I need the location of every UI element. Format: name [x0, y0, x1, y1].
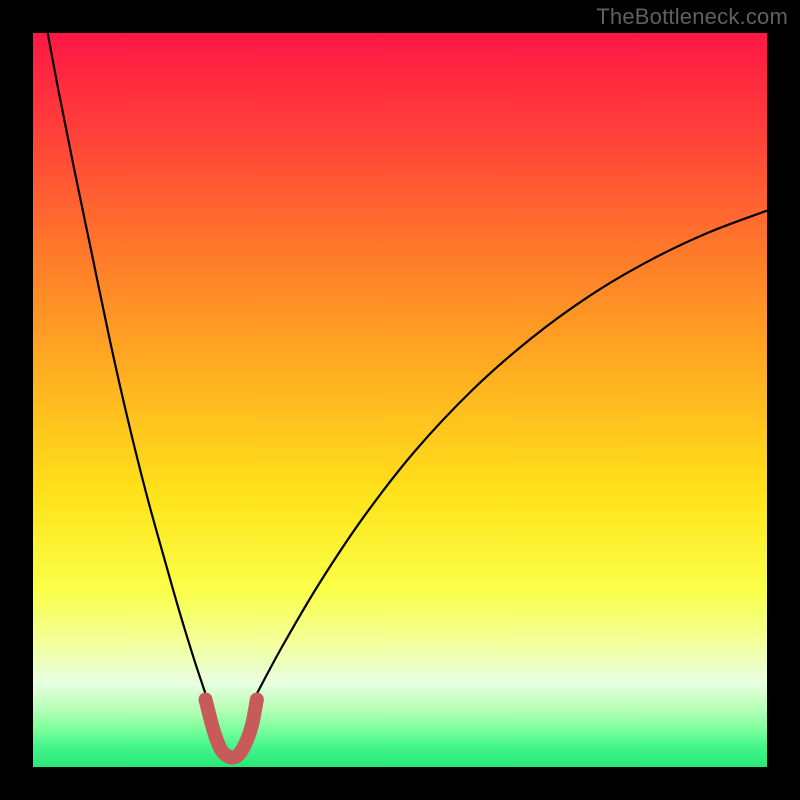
watermark-text: TheBottleneck.com	[596, 4, 788, 30]
chart-stage: TheBottleneck.com	[0, 0, 800, 800]
plot-background	[33, 33, 767, 767]
bottleneck-chart	[0, 0, 800, 800]
